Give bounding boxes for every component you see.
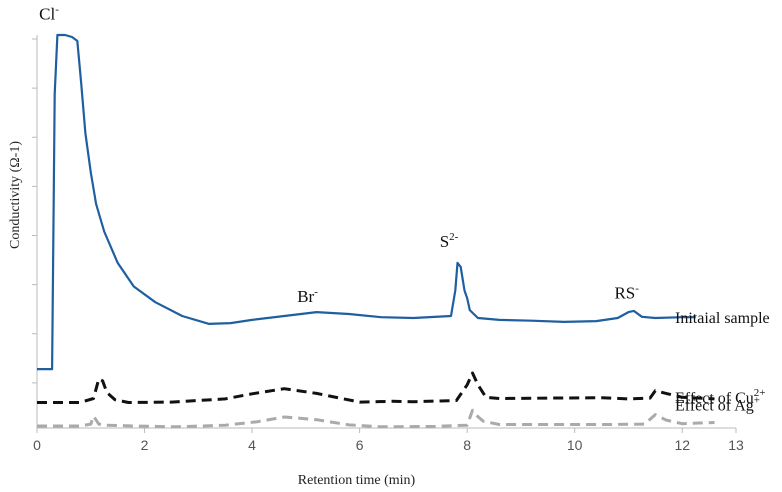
x-tick-label: 2	[141, 437, 149, 453]
series-line-1	[37, 371, 715, 404]
peak-label-3: RS-	[614, 282, 639, 302]
x-tick-label: 4	[248, 437, 256, 453]
series-label-2: Effect of Ag+	[675, 394, 760, 414]
x-tick-label: 8	[463, 437, 471, 453]
x-axis-title: Retention time (min)	[298, 473, 416, 488]
series-line-2	[37, 408, 715, 429]
series-layer	[37, 33, 715, 429]
axes: 0 2 4 6 8 10 12 13 Retention time (min) Conductiv…	[8, 35, 744, 488]
x-tick-label: 13	[728, 437, 744, 453]
series-label-1: Effect of Cu2+	[675, 387, 766, 407]
y-axis-title: Conductivity (Ω-1)	[8, 141, 23, 249]
peak-label-0: Cl-	[39, 3, 59, 23]
x-tick-label: 12	[674, 437, 690, 453]
series-line-0	[37, 33, 696, 371]
peak-label-1: Br-	[297, 286, 318, 306]
x-tick-label: 0	[33, 437, 41, 453]
series-label-0: Initaial sample	[675, 310, 770, 327]
x-tick-label: 10	[567, 437, 583, 453]
labels-layer: Cl- Br- S2- RS- Initaial sample Effect of Cu2…	[39, 3, 770, 414]
x-tick-label: 6	[356, 437, 364, 453]
peak-label-2: S2-	[440, 231, 459, 251]
